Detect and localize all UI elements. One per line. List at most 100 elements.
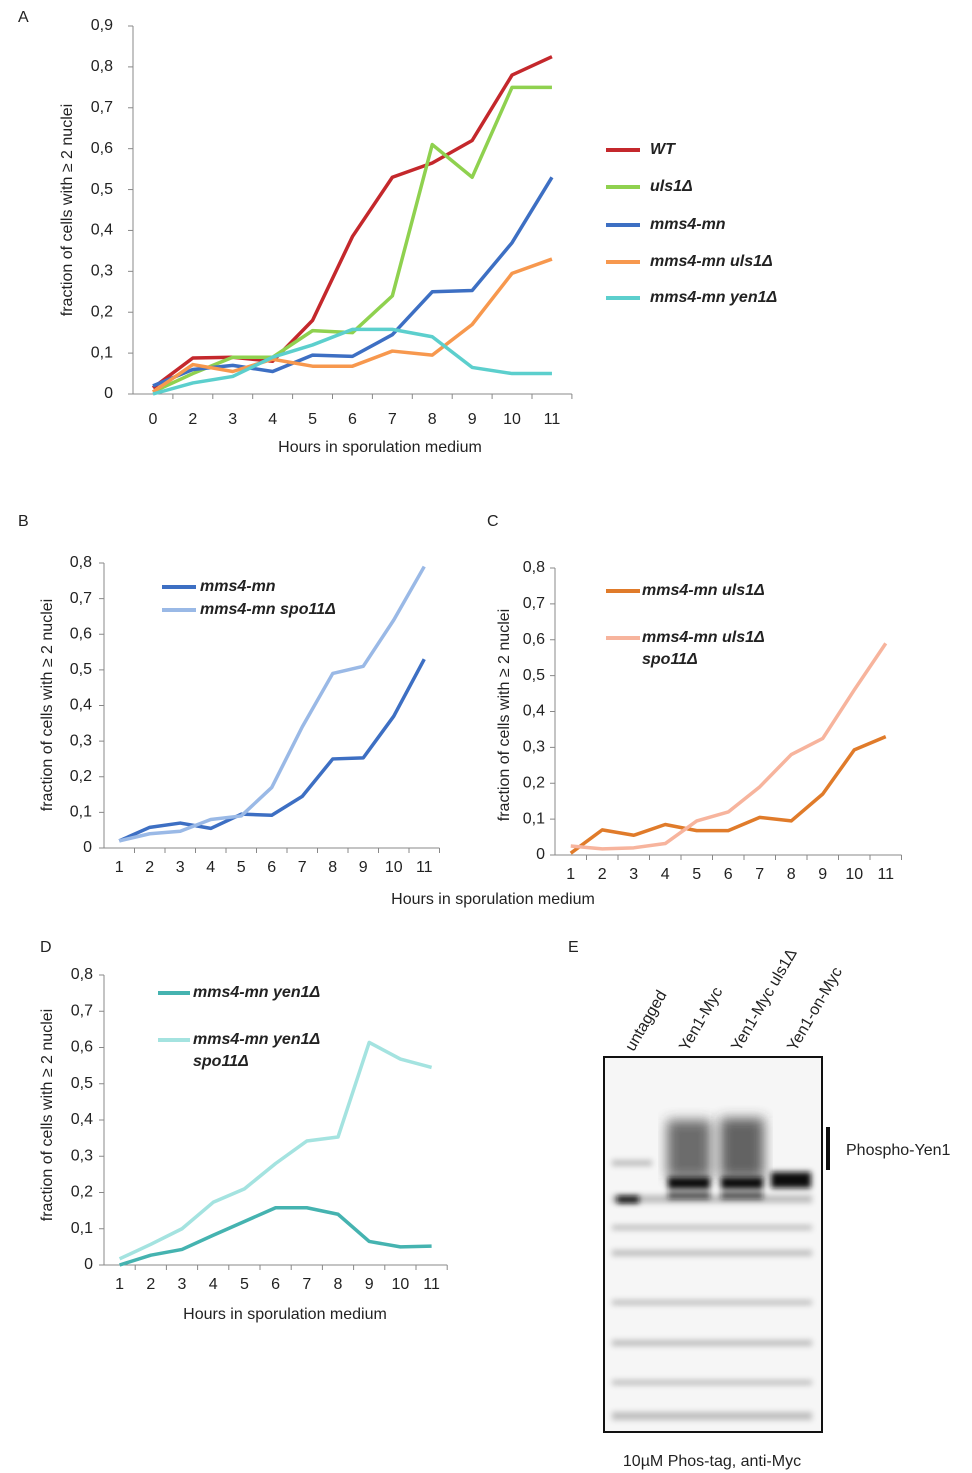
series-line [571,643,886,849]
y-tick-label: 0 [84,1256,93,1273]
x-tick-label: 11 [877,866,894,883]
x-tick-label: 4 [268,411,277,428]
x-tick-label: 10 [845,866,863,883]
panel-letter: D [40,939,52,956]
y-tick-label: 0,2 [91,303,113,320]
y-tick-label: 0,8 [523,559,545,576]
legend-label: mms4-mn [200,576,350,598]
y-tick-label: 0,7 [71,1002,93,1019]
x-axis-label: Hours in sporulation medium [391,891,595,908]
y-tick-label: 0 [83,839,92,856]
y-tick-label: 0,7 [70,590,92,607]
y-tick-label: 0,6 [70,625,92,642]
lane-label: Yen1-on-Myc [784,964,846,1054]
x-tick-label: 7 [298,859,307,876]
x-tick-label: 4 [661,866,670,883]
panel-letter: A [18,9,29,26]
x-tick-label: 9 [359,859,368,876]
x-tick-label: 8 [787,866,796,883]
x-tick-label: 9 [365,1276,374,1293]
x-tick-label: 4 [209,1276,218,1293]
x-tick-label: 3 [228,411,237,428]
y-axis-label: fraction of cells with ≥ 2 nuclei [39,1009,56,1221]
legend-label: mms4-mn yen1Δ [650,287,800,309]
x-axis-label: Hours in sporulation medium [278,439,482,456]
legend-label: mms4-mn uls1Δ spo11Δ [642,627,792,671]
y-tick-label: 0,4 [523,703,545,720]
x-tick-label: 11 [544,411,561,428]
y-tick-label: 0,6 [71,1039,93,1056]
y-tick-label: 0,6 [91,140,113,157]
legend-label: mms4-mn uls1Δ [650,251,800,273]
x-tick-label: 9 [468,411,477,428]
y-tick-label: 0 [104,385,113,402]
x-tick-label: 8 [334,1276,343,1293]
x-tick-label: 6 [348,411,357,428]
x-tick-label: 2 [188,411,197,428]
x-tick-label: 11 [416,859,433,876]
y-tick-label: 0 [536,846,545,863]
series-line [120,1042,432,1258]
y-tick-label: 0,6 [523,631,545,648]
y-tick-label: 0,7 [523,595,545,612]
x-axis-label: Hours in sporulation medium [183,1306,387,1323]
y-axis-label: fraction of cells with ≥ 2 nuclei [59,104,76,316]
lane-label: untagged [622,988,670,1054]
x-tick-label: 7 [388,411,397,428]
y-tick-label: 0,3 [523,739,545,756]
legend-label: mms4-mn [650,214,800,236]
legend-label: mms4-mn uls1Δ [642,580,792,602]
y-tick-label: 0,4 [70,697,92,714]
y-axis-label: fraction of cells with ≥ 2 nuclei [39,599,56,811]
x-tick-label: 1 [115,859,124,876]
x-tick-label: 5 [308,411,317,428]
y-tick-label: 0,1 [91,344,113,361]
legend-label: mms4-mn yen1Δ spo11Δ [193,1029,343,1073]
x-tick-label: 7 [302,1276,311,1293]
series-line [153,329,552,394]
y-tick-label: 0,3 [91,263,113,280]
y-tick-label: 0,5 [70,661,92,678]
chart: E Phospho-Yen1 10µM Phos-tag, anti-Myc u… [0,0,972,1473]
x-tick-label: 3 [178,1276,187,1293]
blot-image [604,1057,830,1432]
series-line [153,57,552,388]
y-tick-label: 0,5 [71,1075,93,1092]
x-tick-label: 5 [692,866,701,883]
x-tick-label: 10 [392,1276,410,1293]
y-tick-label: 0,8 [70,554,92,571]
x-tick-label: 3 [176,859,185,876]
y-axis-label: fraction of cells with ≥ 2 nuclei [496,609,513,821]
y-tick-label: 0,2 [523,774,545,791]
series-line [153,177,552,386]
x-tick-label: 6 [724,866,733,883]
x-tick-label: 6 [271,1276,280,1293]
x-tick-label: 4 [206,859,215,876]
x-tick-label: 2 [146,1276,155,1293]
y-tick-label: 0,3 [71,1147,93,1164]
x-tick-label: 8 [328,859,337,876]
y-tick-label: 0,9 [91,17,113,34]
x-tick-label: 5 [237,859,246,876]
y-tick-label: 0,1 [523,810,545,827]
y-tick-label: 0,8 [71,966,93,983]
x-tick-label: 7 [755,866,764,883]
x-tick-label: 3 [629,866,638,883]
figure: E Phospho-Yen1 10µM Phos-tag, anti-Myc u… [0,0,972,1473]
x-tick-label: 2 [145,859,154,876]
series-line [119,659,424,841]
y-tick-label: 0,3 [70,732,92,749]
legend-label: mms4-mn yen1Δ [193,982,343,1004]
legend-label: WT [650,139,800,161]
x-tick-label: 10 [503,411,521,428]
y-tick-label: 0,2 [70,768,92,785]
y-tick-label: 0,4 [91,222,113,239]
lane-label: Yen1-Myc [676,985,726,1055]
legend-label: mms4-mn spo11Δ [200,599,350,621]
x-tick-label: 10 [385,859,403,876]
band-label: Phospho-Yen1 [846,1142,950,1159]
legend-label: uls1Δ [650,176,800,198]
y-tick-label: 0,2 [71,1184,93,1201]
x-tick-label: 6 [267,859,276,876]
x-tick-label: 5 [240,1276,249,1293]
